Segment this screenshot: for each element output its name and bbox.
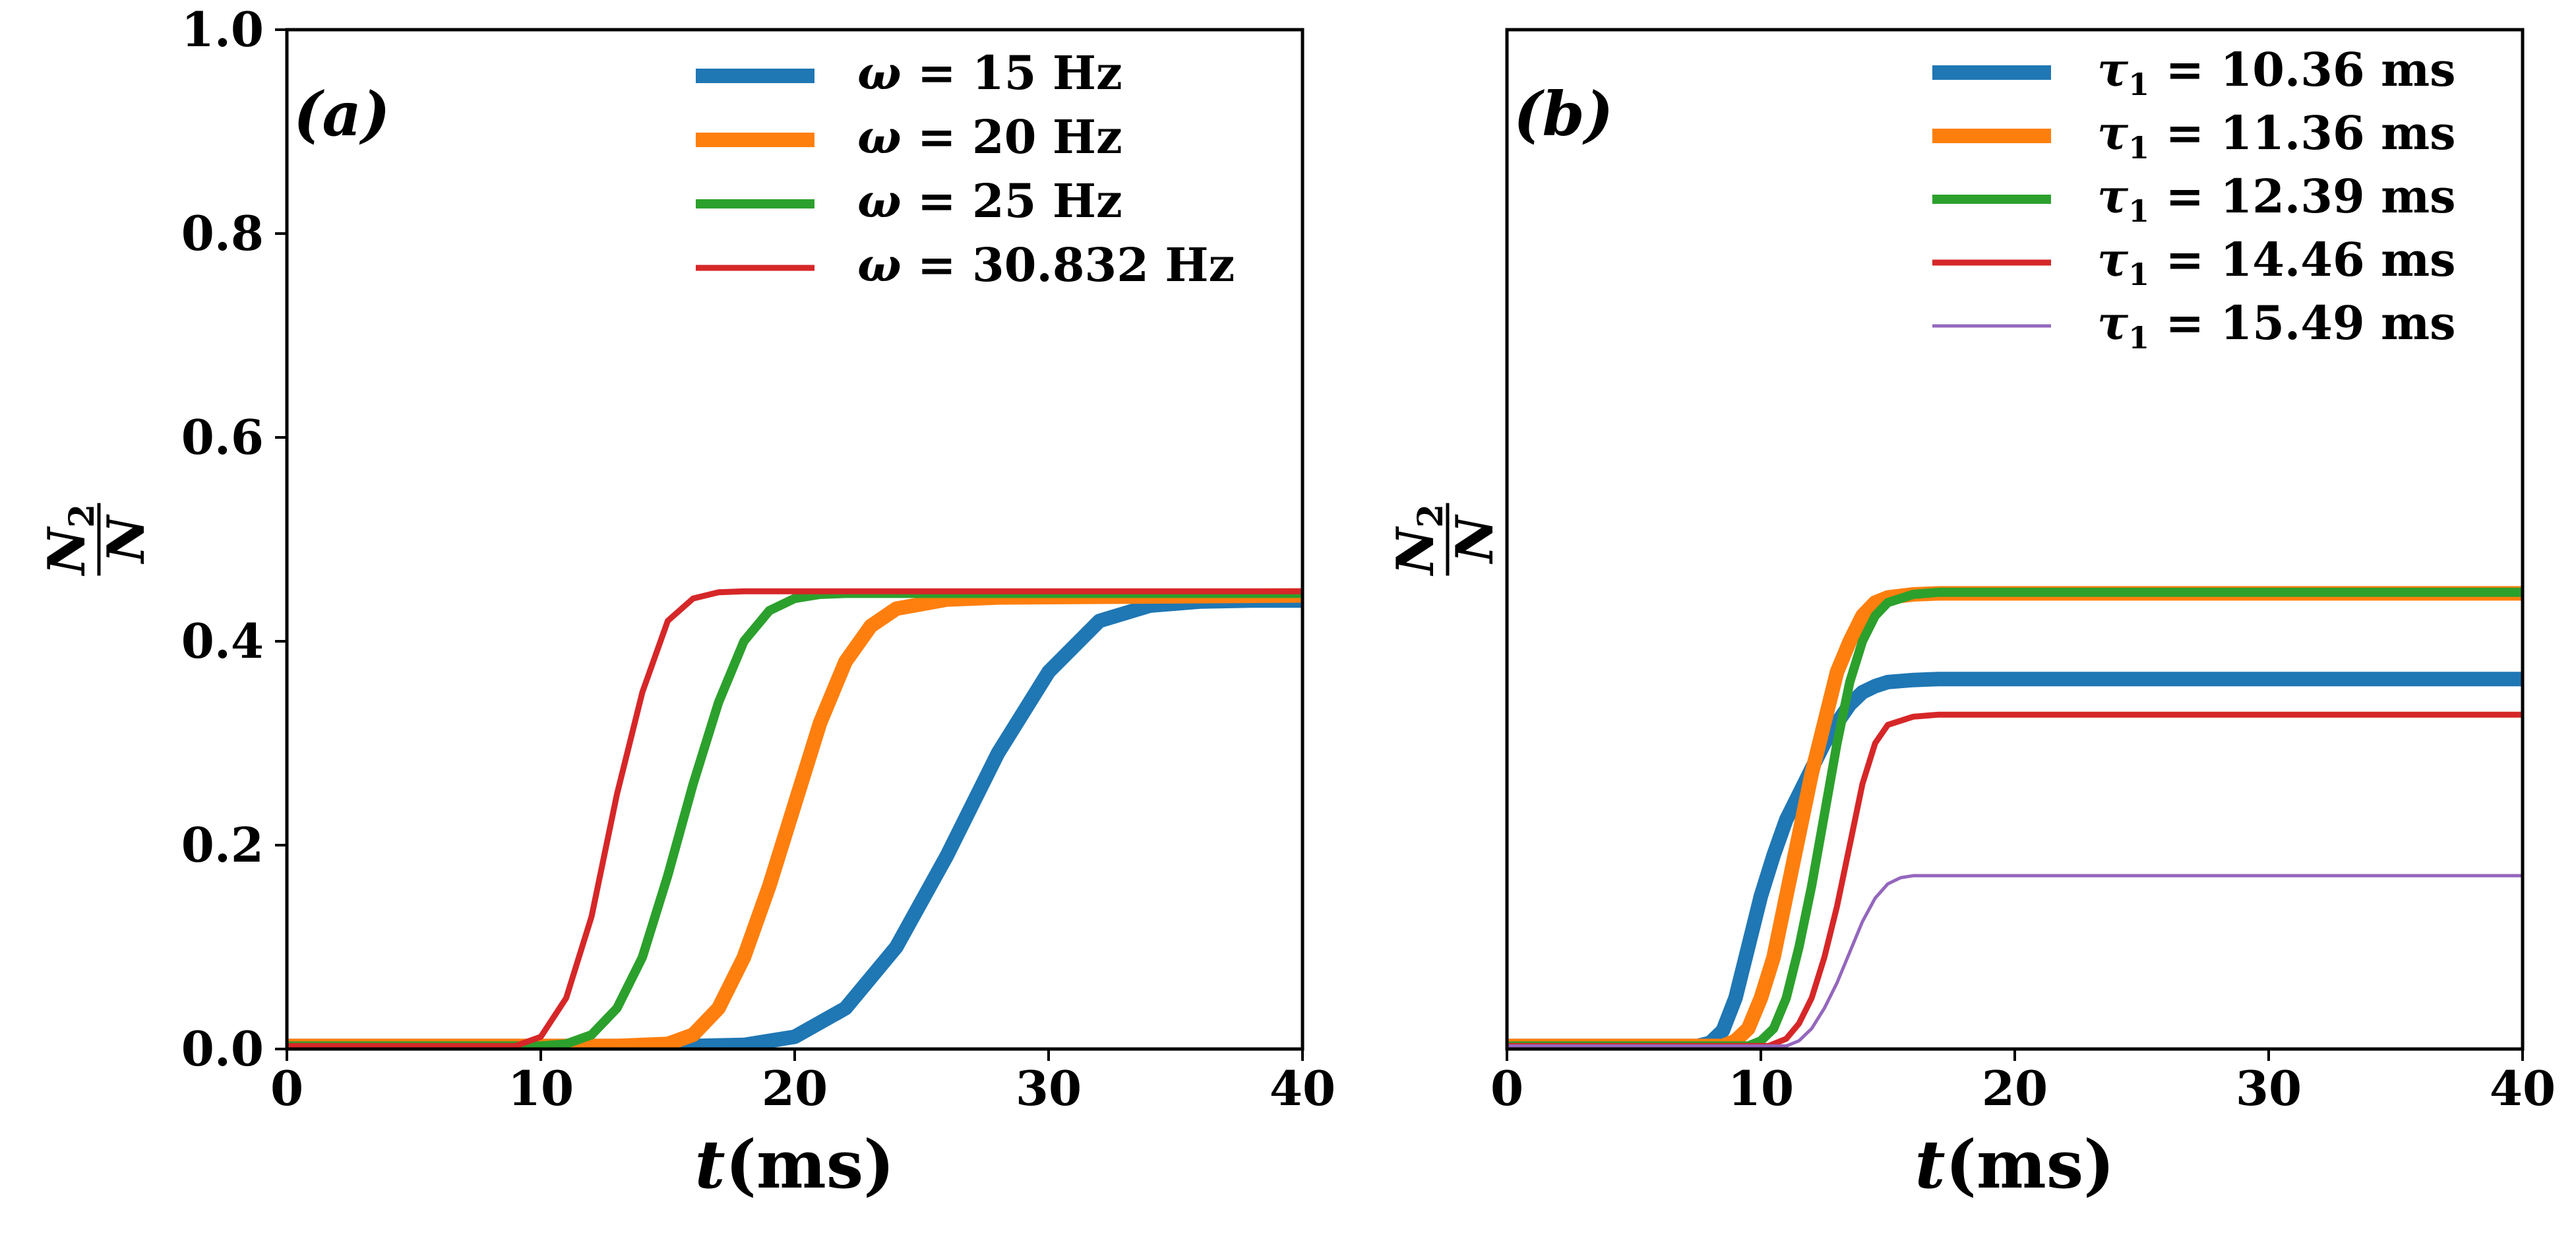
panel-a-y-axis-num-subscript: 2 [62,504,102,528]
panel-a-axes-frame [285,28,1304,1051]
panel-a-series-line-4 [287,588,1303,1049]
panel-b-x-axis-var: t [1915,1126,1946,1203]
panel-a-x-axis-unit: (ms) [725,1126,895,1203]
panel-b-series-line-1 [1507,672,2523,1049]
panel-b-legend-symbol-4: τ [2097,232,2129,287]
panel-a-x-tick-label-1: 10 [508,1060,574,1116]
panel-b-legend-symbol-3: τ [2097,169,2129,224]
panel-a-legend-symbol-3: ω [857,174,902,228]
panel-b-legend-subscript-3: 1 [2128,193,2149,229]
panel-b-y-axis-num-symbol: N [1386,526,1446,577]
panel-a-y-tick-label-3: 0.6 [181,409,264,465]
panel-b-x-tick-label-2: 20 [1982,1060,2048,1116]
panel-a-legend-value-3: = 25 Hz [902,174,1122,228]
panel-a-legend-value-1: = 15 Hz [902,46,1122,100]
panel-b-legend-symbol-5: τ [2097,296,2129,350]
panel-b-series-line-4 [1507,711,2523,1049]
panel-a-y-tick-label-1: 0.2 [181,817,264,873]
panel-b-legend-value-1: = 10.36 ms [2149,42,2455,97]
panel-b-series-line-5 [1507,874,2523,1048]
panel-a-legend-symbol-4: ω [857,238,902,292]
panel-b-legend-value-4: = 14.46 ms [2149,232,2455,287]
panel-b-legend-subscript-5: 1 [2128,320,2149,356]
panel-b-y-axis-num-subscript: 2 [1411,504,1451,528]
panel-b-y-axis-label: N2N [1386,503,1505,577]
panel-b-x-tick-label-0: 0 [1490,1060,1523,1116]
panel-a-legend-symbol-2: ω [857,110,902,164]
panel-b-y-axis-numerator: N2 [1386,504,1451,577]
panel-a-y-tick-label-4: 0.8 [181,205,264,261]
panel-b-legend-subscript-1: 1 [2128,67,2149,102]
panel-a-y-tick-label-5: 1.0 [181,1,264,57]
panel-b-legend-entry-3: τ1 = 12.39 ms [2097,169,2456,229]
panel-a-x-axis-label: t(ms) [695,1126,895,1203]
panel-b-legend-entry-1: τ1 = 10.36 ms [2097,42,2456,102]
panel-b-series-line-3 [1507,587,2523,1049]
panel-b-legend-entry-4: τ1 = 14.46 ms [2097,232,2456,292]
panel-b-legend-entry-2: τ1 = 11.36 ms [2097,106,2456,166]
panel-a-series-line-3 [287,589,1303,1049]
panel-b-legend-entry-5: τ1 = 15.49 ms [2097,296,2456,356]
panel-b-legend-subscript-4: 1 [2128,257,2149,292]
panel-b-legend-symbol-2: τ [2097,106,2129,160]
panel-a-y-axis-numerator: N2 [37,504,102,577]
panel-a-legend-symbol-1: ω [857,46,902,100]
panel-a-y-tick-label-2: 0.4 [181,613,264,669]
panel-a-legend-entry-2: ω = 20 Hz [857,110,1122,164]
panel-a-legend-value-4: = 30.832 Hz [902,238,1235,292]
panel-a-legend: ω = 15 Hzω = 20 Hzω = 25 Hzω = 30.832 Hz [696,46,1235,292]
panel-a-y-axis-num-symbol: N [37,526,97,577]
panel-b-x-tick-label-1: 10 [1728,1060,1794,1116]
panel-b-label: (b) [1514,79,1613,150]
panel-a: 0 10 20 30 400.00.20.40.60.81.0(a)t(ms)N2Nω … [37,1,1335,1203]
panel-a-x-tick-label-2: 20 [762,1060,828,1116]
panel-a-series-line-2 [287,588,1303,1049]
panel-a-x-axis-var: t [695,1126,725,1203]
panel-a-y-axis-label: N2N [37,503,156,577]
panel-b-x-axis-label: t(ms) [1915,1126,2115,1203]
panel-a-x-tick-label-0: 0 [270,1060,303,1116]
panel-b-y-axis-denominator: N [1445,514,1505,565]
panel-a-legend-entry-4: ω = 30.832 Hz [857,238,1235,292]
panel-b-x-tick-label-3: 30 [2236,1060,2302,1116]
panel-b-x-tick-label-4: 40 [2490,1060,2556,1116]
panel-b-legend-symbol-1: τ [2097,42,2129,97]
panel-a-x-tick-label-3: 30 [1016,1060,1082,1116]
panel-b-x-axis-unit: (ms) [1946,1126,2115,1203]
panel-b-series-line-2 [1507,586,2523,1049]
panel-b-legend-value-2: = 11.36 ms [2149,106,2455,160]
panel-b-legend-subscript-2: 1 [2128,130,2149,166]
panel-a-label: (a) [293,79,390,150]
panel-b-legend-value-3: = 12.39 ms [2149,169,2455,224]
panel-a-legend-entry-1: ω = 15 Hz [857,46,1122,100]
panel-a-y-axis-denominator: N [96,514,156,565]
panel-b-legend-value-5: = 15.49 ms [2149,296,2455,350]
panel-a-legend-value-2: = 20 Hz [902,110,1122,164]
panel-a-x-tick-label-4: 40 [1270,1060,1335,1116]
panel-a-y-tick-label-0: 0.0 [181,1021,264,1077]
panel-a-legend-entry-3: ω = 25 Hz [857,174,1122,228]
